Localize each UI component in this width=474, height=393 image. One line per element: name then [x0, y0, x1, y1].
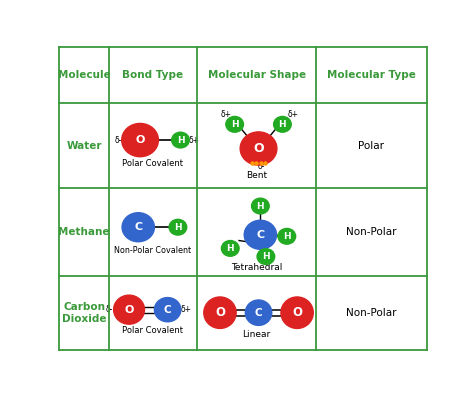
Text: H: H: [279, 120, 286, 129]
Text: H: H: [174, 223, 182, 232]
Text: Bent: Bent: [246, 171, 267, 180]
Ellipse shape: [246, 300, 272, 325]
Text: Polar Covalent: Polar Covalent: [122, 159, 183, 168]
Text: H: H: [227, 244, 234, 253]
Text: H: H: [283, 232, 291, 241]
Text: Non-Polar: Non-Polar: [346, 227, 397, 237]
Text: Methane: Methane: [58, 227, 110, 237]
Ellipse shape: [169, 219, 187, 235]
Text: C: C: [134, 222, 142, 232]
Text: δ-: δ-: [258, 162, 265, 171]
Text: C: C: [255, 308, 262, 318]
Text: δ+: δ+: [189, 136, 200, 145]
Text: Water: Water: [66, 141, 102, 151]
Ellipse shape: [122, 213, 155, 242]
Ellipse shape: [273, 116, 291, 132]
Text: H: H: [256, 202, 264, 211]
Text: Polar Covalent: Polar Covalent: [122, 326, 183, 335]
Text: O: O: [136, 135, 145, 145]
Ellipse shape: [204, 297, 236, 329]
Ellipse shape: [114, 295, 145, 324]
Ellipse shape: [278, 228, 296, 244]
Text: Polar: Polar: [358, 141, 384, 151]
Ellipse shape: [252, 198, 269, 214]
Text: Tetrahedral: Tetrahedral: [231, 263, 283, 272]
Text: Molecular Shape: Molecular Shape: [208, 70, 306, 80]
Ellipse shape: [221, 241, 239, 256]
Text: H: H: [177, 136, 184, 145]
Text: Non-Polar Covalent: Non-Polar Covalent: [114, 246, 191, 255]
Ellipse shape: [281, 297, 313, 329]
Ellipse shape: [172, 132, 189, 148]
Text: δ+: δ+: [221, 110, 232, 119]
Text: δ+: δ+: [288, 110, 299, 119]
Text: Linear: Linear: [243, 330, 271, 339]
Text: Molecular Type: Molecular Type: [327, 70, 416, 80]
Ellipse shape: [240, 132, 277, 165]
Ellipse shape: [257, 249, 275, 264]
Ellipse shape: [244, 220, 276, 249]
Text: C: C: [256, 230, 264, 240]
Ellipse shape: [155, 298, 181, 322]
Text: δ+: δ+: [181, 305, 191, 314]
Text: O: O: [253, 142, 264, 155]
Text: H: H: [262, 252, 270, 261]
Text: δ-: δ-: [115, 136, 122, 145]
Text: Bond Type: Bond Type: [122, 70, 183, 80]
Text: Carbon
Dioxide: Carbon Dioxide: [62, 302, 106, 323]
Text: O: O: [215, 306, 225, 319]
Ellipse shape: [122, 123, 158, 157]
Ellipse shape: [226, 116, 244, 132]
Text: O: O: [124, 305, 134, 315]
Text: H: H: [231, 120, 238, 129]
Text: δ-: δ-: [106, 305, 113, 314]
Text: C: C: [164, 305, 172, 315]
Text: O: O: [292, 306, 302, 319]
Text: Non-Polar: Non-Polar: [346, 308, 397, 318]
Text: Molecule: Molecule: [58, 70, 110, 80]
